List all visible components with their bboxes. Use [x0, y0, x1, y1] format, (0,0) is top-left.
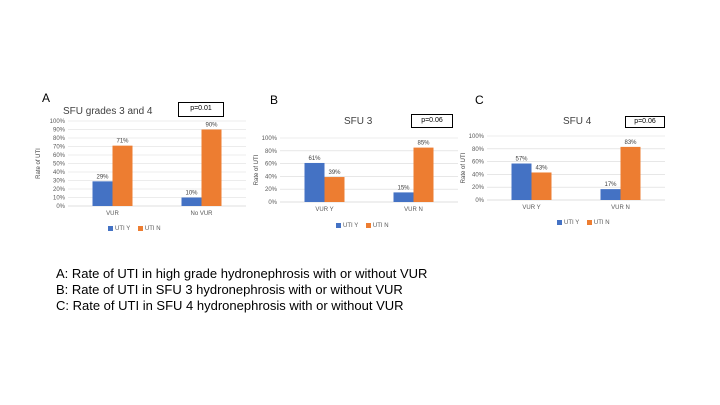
chart-title-b: SFU 3 [344, 116, 373, 127]
panel-letter-c: C [475, 93, 484, 107]
y-tick-label: 50% [53, 162, 66, 168]
bar-uti-y [600, 189, 621, 200]
y-tick-label: 60% [472, 160, 485, 166]
data-label: 17% [604, 182, 617, 188]
panel-letter-b: B [270, 93, 279, 107]
legend-a: UTI Y UTI N [108, 226, 167, 232]
legend-label-uti-y: UTI Y [564, 220, 580, 227]
data-label: 15% [397, 185, 410, 191]
y-tick-label: 0% [268, 200, 277, 206]
data-label: 61% [308, 156, 321, 162]
pvalue-box-c: p=0.06 [625, 116, 665, 128]
x-category-label: No VUR [190, 211, 213, 217]
chart-title-a: SFU grades 3 and 4 [63, 106, 153, 117]
bar-uti-n [201, 129, 222, 206]
y-tick-label: 90% [53, 128, 66, 134]
data-label: 71% [116, 139, 129, 145]
x-category-label: VUR Y [315, 207, 333, 213]
data-label: 90% [205, 123, 218, 129]
y-tick-label: 20% [265, 187, 278, 193]
x-category-label: VUR [106, 211, 119, 217]
data-label: 29% [96, 174, 109, 180]
y-tick-label: 0% [475, 198, 484, 204]
y-tick-label: 70% [53, 145, 66, 151]
bar-uti-y [181, 197, 202, 206]
pvalue-box-a: p=0.01 [178, 102, 224, 117]
bar-uti-n [413, 147, 434, 202]
legend-c: UTI Y UTI N [557, 220, 616, 226]
data-label: 57% [515, 157, 528, 163]
legend-label-uti-y: UTI Y [115, 226, 131, 233]
bar-uti-n [531, 172, 552, 200]
legend-item-uti-n: UTI N [365, 223, 389, 230]
data-label: 83% [624, 140, 637, 146]
legend-item-uti-y: UTI Y [336, 223, 358, 229]
bar-uti-y [393, 192, 414, 202]
legend-swatch-uti-n [137, 226, 143, 231]
y-tick-label: 10% [53, 196, 66, 202]
y-tick-label: 100% [469, 134, 485, 140]
bar-uti-y [511, 163, 532, 200]
bar-uti-y [304, 162, 325, 202]
x-category-label: VUR N [611, 205, 630, 211]
bar-uti-n [620, 146, 641, 200]
y-tick-label: 40% [472, 172, 485, 178]
legend-item-uti-n: UTI N [137, 226, 161, 233]
y-tick-label: 100% [262, 136, 278, 142]
legend-swatch-uti-n [365, 223, 371, 228]
y-axis-label: Rate of UTI [254, 154, 260, 185]
y-tick-label: 20% [472, 185, 485, 191]
legend-label-uti-n: UTI N [593, 220, 610, 227]
caption-a: A: Rate of UTI in high grade hydronephro… [56, 266, 428, 281]
x-category-label: VUR N [404, 207, 423, 213]
y-tick-label: 80% [53, 136, 66, 142]
caption-c: C: Rate of UTI in SFU 4 hydronephrosis w… [56, 298, 404, 313]
chart-b: 0% 20% 40% 60% 80% 100% Rate of UTI 61% 39% VUR Y… [254, 136, 458, 213]
y-tick-label: 20% [53, 187, 66, 193]
data-label: 85% [417, 141, 430, 147]
bar-uti-n [324, 177, 345, 202]
y-tick-label: 30% [53, 179, 66, 185]
legend-b: UTI Y UTI N [336, 223, 395, 229]
panel-letter-a: A [42, 91, 51, 105]
legend-item-uti-y: UTI Y [108, 226, 130, 232]
data-label: 39% [328, 170, 341, 176]
legend-item-uti-n: UTI N [586, 220, 610, 227]
y-tick-label: 0% [56, 204, 65, 210]
y-tick-label: 80% [472, 147, 485, 153]
chart-title-c: SFU 4 [563, 116, 592, 127]
figure-captions: A: Rate of UTI in high grade hydronephro… [56, 266, 427, 314]
legend-label-uti-y: UTI Y [343, 223, 359, 230]
y-axis-label: Rate of UTI [36, 148, 42, 179]
y-tick-label: 40% [265, 174, 278, 180]
chart-c: 0% 20% 40% 60% 80% 100% Rate of UTI 57% 43% VUR Y… [461, 134, 665, 211]
pvalue-box-b: p=0.06 [411, 114, 453, 128]
y-tick-label: 60% [53, 153, 66, 159]
y-tick-label: 80% [265, 149, 278, 155]
data-label: 10% [185, 191, 198, 197]
legend-swatch-uti-n [586, 220, 592, 225]
y-tick-label: 60% [265, 162, 278, 168]
y-tick-label: 100% [50, 119, 66, 125]
chart-a: 0% 10% 20% 30% 40% 50% 60% 70% 80% 90% 100% Rate of… [36, 119, 246, 217]
legend-swatch-uti-y [557, 220, 562, 225]
x-category-label: VUR Y [522, 205, 540, 211]
legend-label-uti-n: UTI N [144, 226, 161, 233]
data-label: 43% [535, 165, 548, 171]
legend-swatch-uti-y [336, 223, 341, 228]
y-tick-label: 40% [53, 170, 66, 176]
legend-item-uti-y: UTI Y [557, 220, 579, 226]
caption-b: B: Rate of UTI in SFU 3 hydronephrosis w… [56, 282, 403, 297]
bar-uti-y [92, 181, 113, 206]
bar-uti-n [112, 145, 133, 206]
legend-swatch-uti-y [108, 226, 113, 231]
y-axis-label: Rate of UTI [461, 152, 467, 183]
legend-label-uti-n: UTI N [372, 223, 389, 230]
